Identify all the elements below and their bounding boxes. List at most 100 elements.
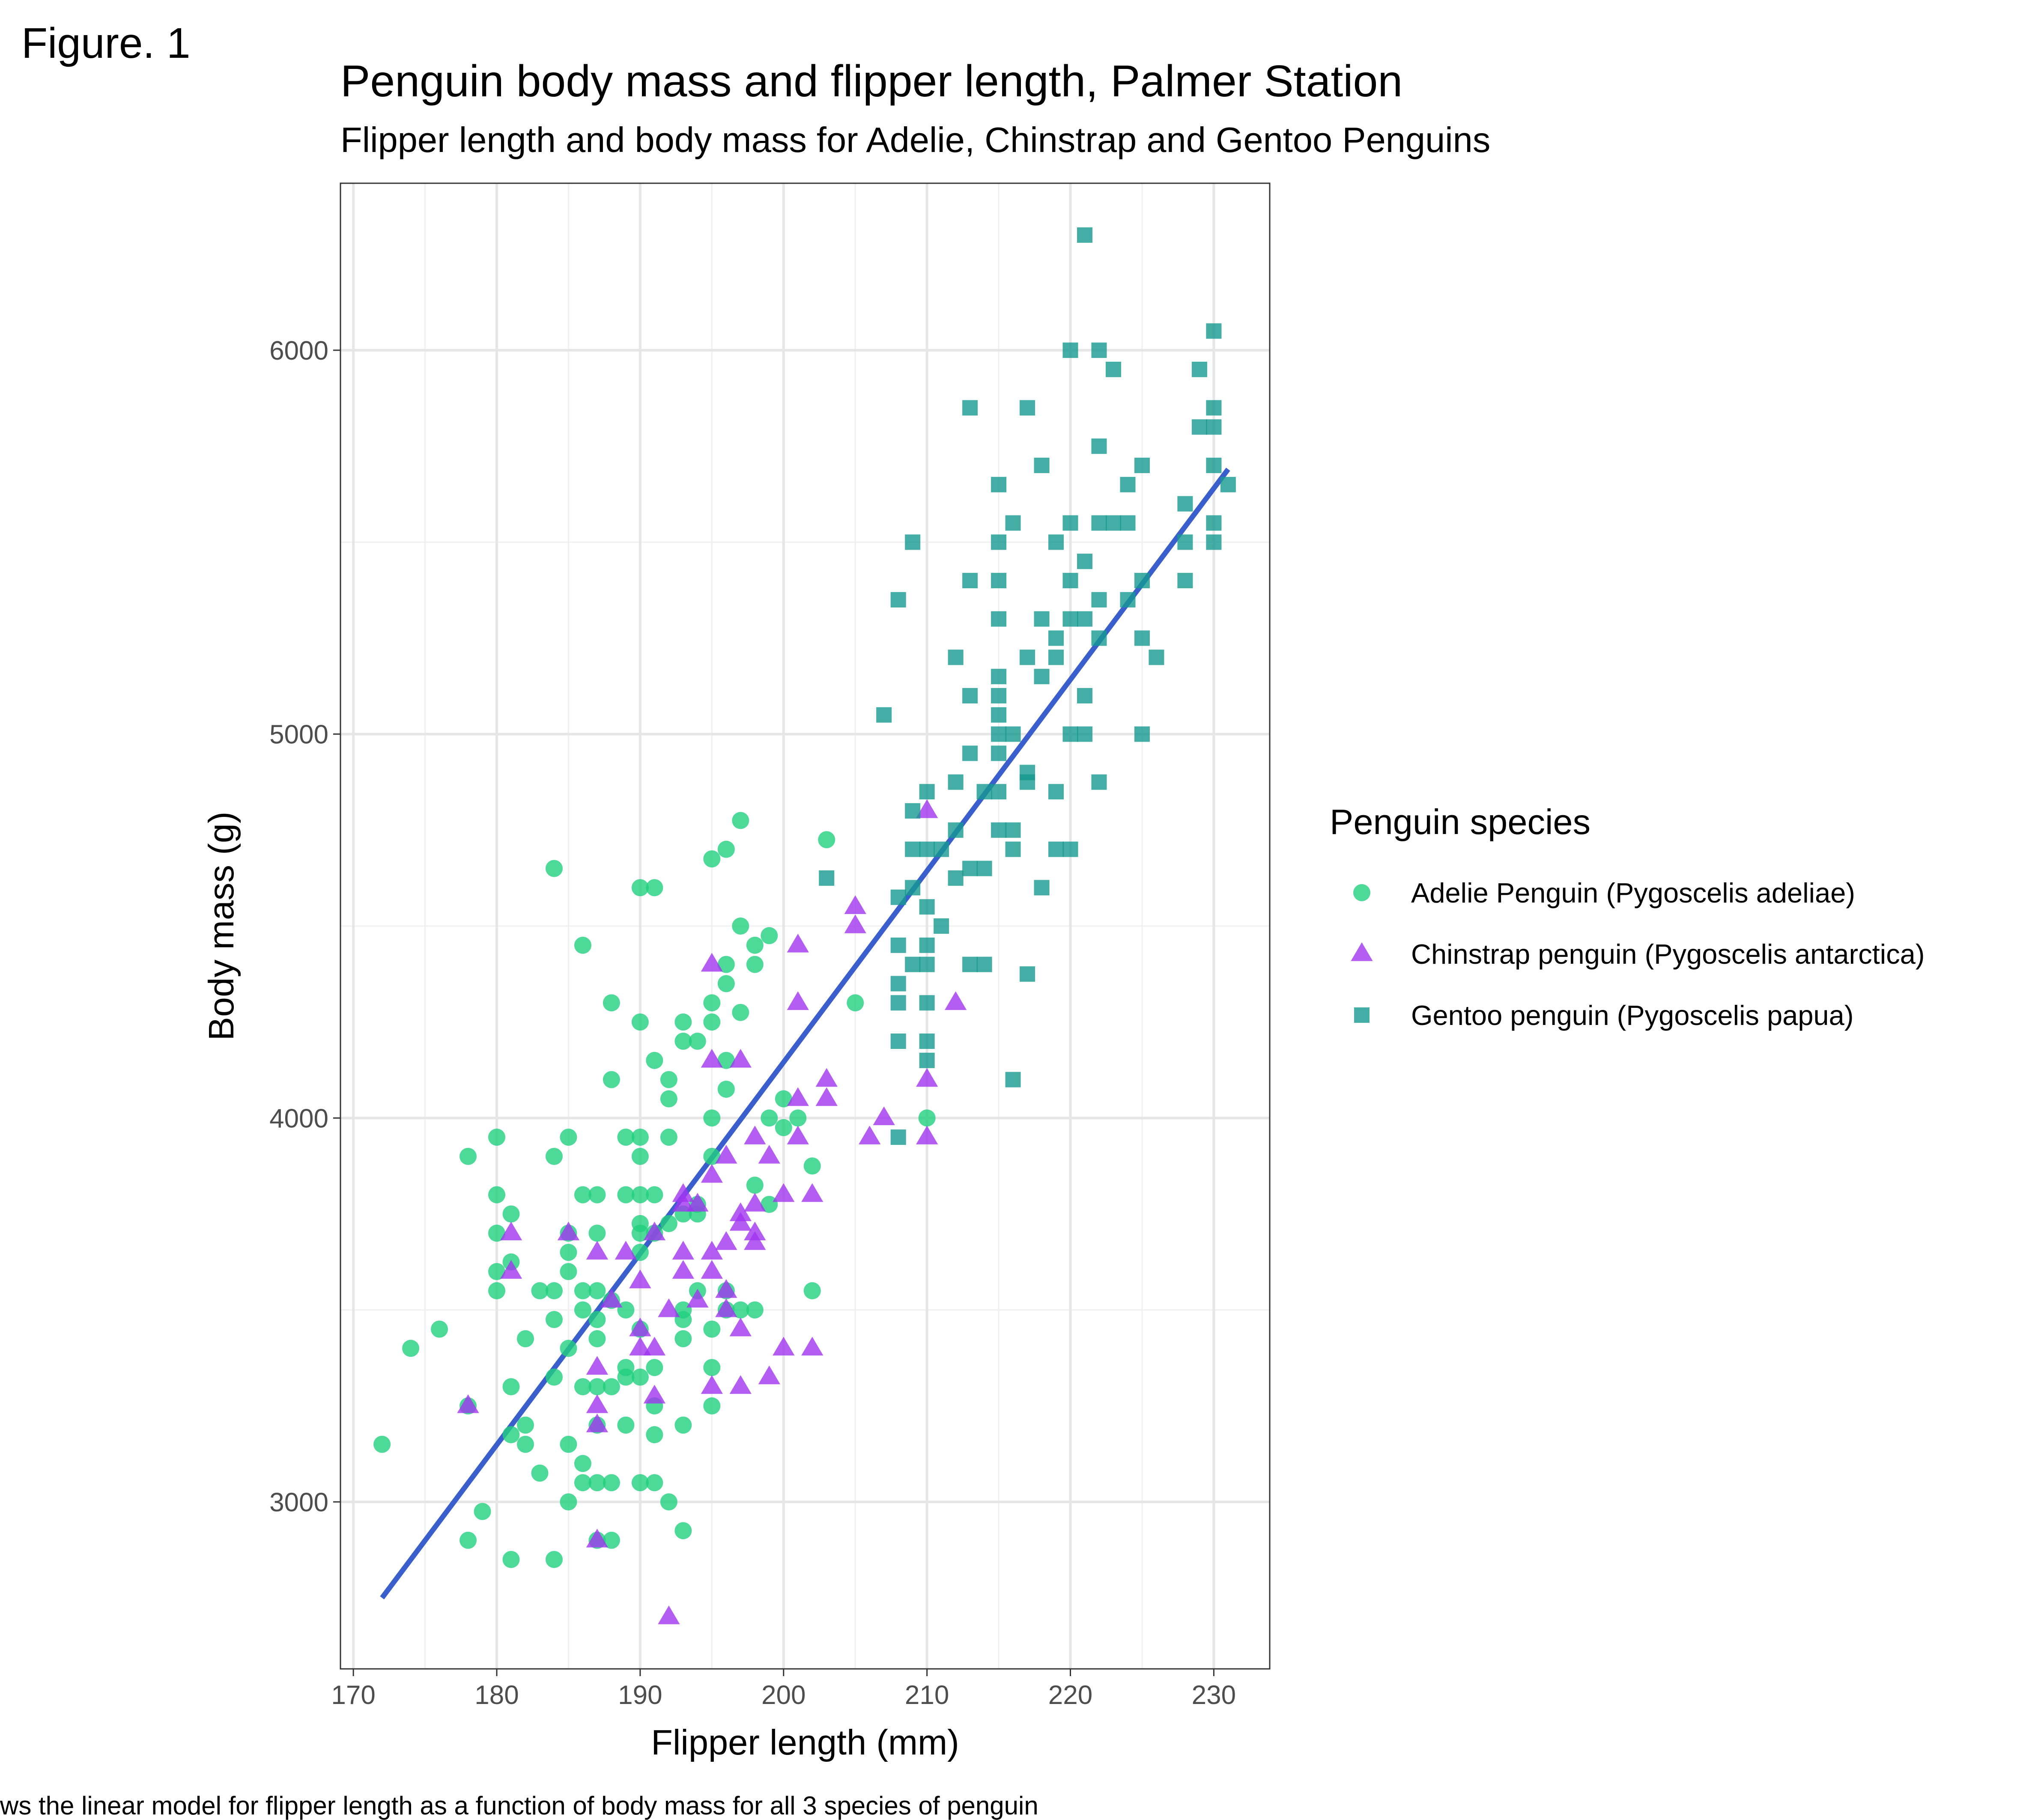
data-point-circle	[918, 1109, 936, 1127]
data-point-square	[991, 745, 1007, 761]
data-point-triangle	[916, 1126, 938, 1144]
data-point-circle	[545, 1368, 563, 1386]
data-point-circle	[717, 956, 735, 973]
data-point-triangle	[744, 1221, 766, 1241]
plot-panel	[340, 182, 1271, 1670]
data-point-circle	[488, 1129, 506, 1146]
data-point-circle	[732, 917, 749, 935]
data-point-square	[919, 956, 935, 972]
data-point-circle	[545, 1311, 563, 1329]
data-point-triangle	[844, 895, 866, 914]
data-point-triangle	[643, 1385, 666, 1404]
data-point-square	[948, 870, 964, 886]
legend-label: Gentoo penguin (Pygoscelis papua)	[1411, 1000, 1853, 1031]
data-point-square	[1120, 592, 1136, 608]
data-point-triangle	[629, 1337, 651, 1356]
data-point-circle	[588, 1186, 606, 1203]
gridlines	[340, 183, 1270, 1669]
data-point-square	[1062, 611, 1078, 627]
data-point-triangle	[801, 1183, 824, 1202]
data-point-circle	[631, 1224, 649, 1242]
y-axis-title: Body mass (g)	[201, 811, 241, 1040]
y-tick-label: 5000	[269, 720, 328, 750]
data-point-square	[1177, 534, 1193, 550]
data-point-square	[976, 956, 992, 972]
data-point-circle	[603, 1071, 620, 1088]
data-point-circle	[847, 994, 864, 1012]
data-point-circle	[588, 1378, 606, 1395]
data-point-circle	[631, 1147, 649, 1165]
data-point-square	[1005, 1072, 1021, 1087]
data-point-circle	[502, 1551, 520, 1568]
data-point-triangle	[758, 1365, 780, 1385]
data-point-circle	[761, 1109, 778, 1127]
data-point-square	[1005, 841, 1021, 857]
data-point-square	[890, 937, 906, 953]
data-point-square	[1077, 726, 1093, 742]
data-point-square	[819, 870, 835, 886]
data-point-square	[948, 822, 964, 838]
data-point-triangle	[658, 1605, 680, 1624]
data-point-triangle	[944, 991, 967, 1010]
data-point-triangle	[729, 1212, 752, 1231]
data-point-circle	[617, 1186, 635, 1203]
data-point-circle	[588, 1311, 606, 1329]
data-point-triangle	[916, 799, 938, 818]
data-point-triangle	[773, 1337, 795, 1356]
data-point-square	[991, 534, 1007, 550]
data-point-circle	[617, 1368, 635, 1386]
data-point-square	[962, 956, 978, 972]
data-point-triangle	[787, 933, 809, 953]
data-point-triangle	[586, 1528, 609, 1548]
data-point-circle	[617, 1129, 635, 1146]
data-point-circle	[603, 1531, 620, 1549]
legend-item: Adelie Penguin (Pygoscelis adeliae)	[1353, 877, 1855, 909]
data-point-square	[1120, 477, 1136, 492]
data-point-circle	[574, 1301, 591, 1319]
data-point-circle	[732, 1301, 749, 1319]
data-point-circle	[646, 1426, 663, 1444]
data-point-triangle	[701, 1049, 723, 1068]
data-point-triangle	[629, 1317, 651, 1337]
data-point-triangle	[672, 1241, 695, 1260]
data-point-square	[1177, 573, 1193, 589]
data-point-square	[1091, 343, 1107, 358]
data-point-circle	[703, 1013, 721, 1031]
data-point-square	[1134, 458, 1150, 474]
data-point-circle	[775, 1090, 792, 1108]
data-point-circle	[588, 1282, 606, 1299]
data-point-square	[1034, 880, 1050, 896]
data-point-circle	[818, 831, 835, 849]
data-point-triangle	[686, 1193, 709, 1212]
data-point-triangle	[715, 1298, 737, 1317]
data-point-circle	[488, 1224, 506, 1242]
x-tick-label: 210	[905, 1680, 949, 1710]
figure-label: Figure. 1	[21, 19, 191, 67]
legend: Penguin species Adelie Penguin (Pygoscel…	[1330, 802, 1925, 1031]
data-point-square	[1062, 343, 1078, 358]
y-tick-label: 6000	[269, 336, 328, 366]
data-point-square	[1020, 649, 1035, 665]
data-point-triangle	[686, 1289, 709, 1308]
data-point-circle	[603, 1378, 620, 1395]
data-point-square	[934, 918, 949, 934]
data-point-circle	[674, 1330, 692, 1347]
data-point-square	[962, 745, 978, 761]
data-point-circle	[674, 1032, 692, 1050]
data-point-square	[1206, 323, 1222, 339]
data-point-square	[1077, 227, 1093, 243]
data-point-triangle	[744, 1126, 766, 1144]
data-point-circle	[674, 1311, 692, 1329]
chart-title: Penguin body mass and flipper length, Pa…	[340, 57, 1402, 106]
data-point-circle	[746, 956, 764, 973]
data-point-circle	[646, 879, 663, 897]
y-axis-ticks: 3000 4000 5000 6000	[269, 336, 340, 1517]
data-point-triangle	[457, 1394, 479, 1413]
data-point-circle	[674, 1013, 692, 1031]
data-point-triangle	[873, 1106, 895, 1126]
data-point-square	[1177, 496, 1193, 512]
data-point-square	[976, 861, 992, 876]
data-point-circle	[732, 1004, 749, 1021]
legend-item: Chinstrap penguin (Pygoscelis antarctica…	[1351, 938, 1925, 970]
data-point-circle	[703, 994, 721, 1012]
